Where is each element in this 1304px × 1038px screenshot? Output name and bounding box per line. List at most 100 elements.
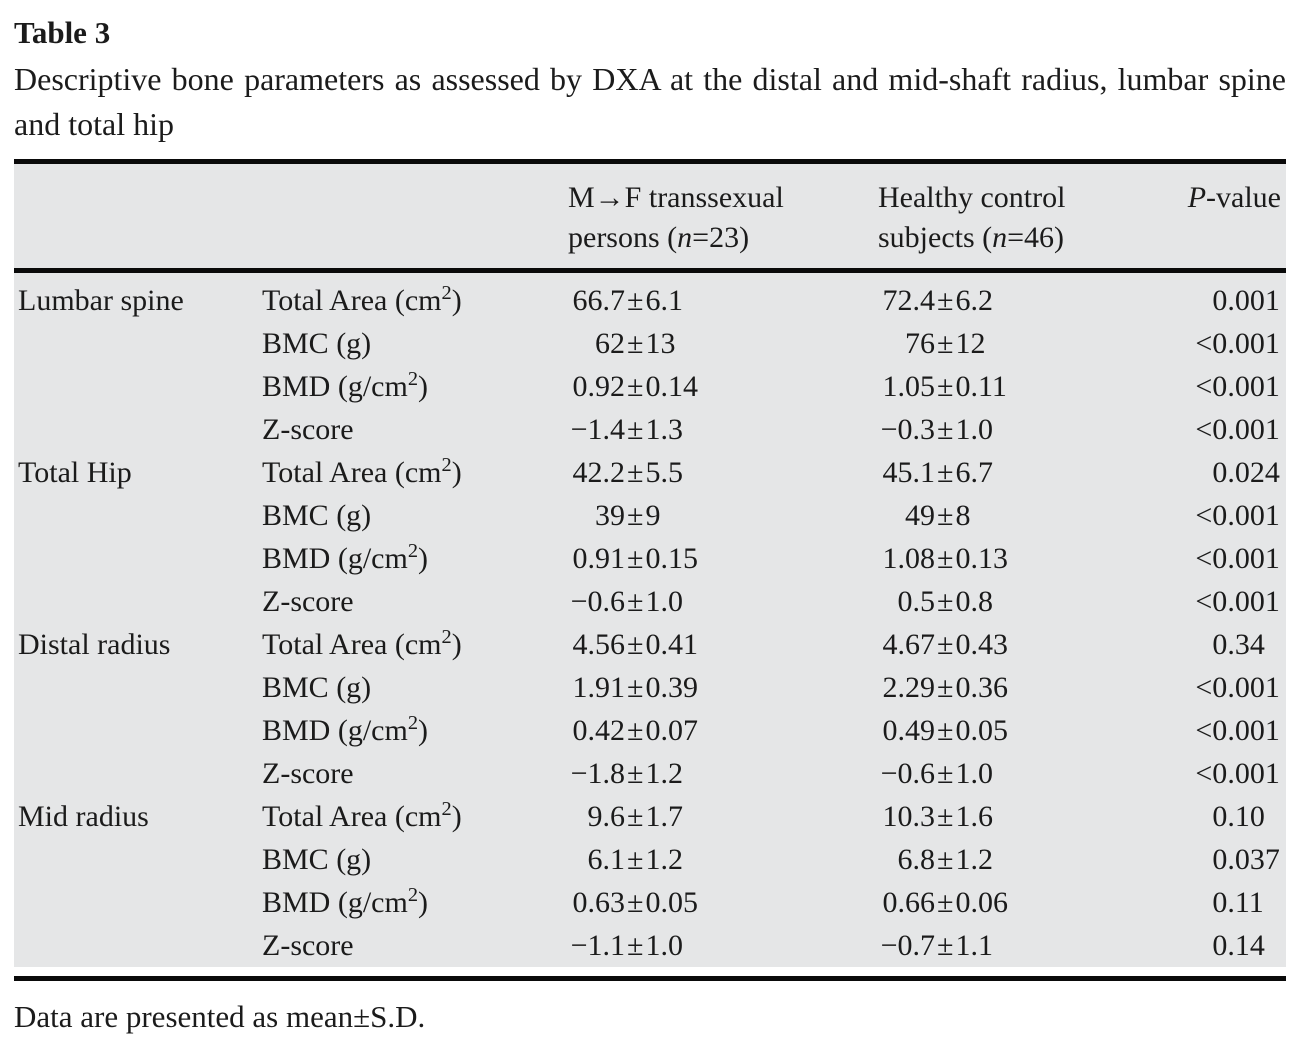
parameter-label: BMC (g) — [262, 843, 372, 877]
value-control: −0.3±1.0 — [880, 413, 993, 447]
region-label — [14, 881, 262, 924]
region-label — [14, 924, 262, 967]
value-control: 45.1±6.7 — [882, 456, 993, 490]
table-row: BMD (g/cm2) 0.92±0.14 1.05±0.11 <0.001 — [14, 365, 1286, 408]
header-region-col — [14, 164, 262, 274]
header-control-line2: subjects (n=46) — [878, 221, 1065, 255]
n-variable: n — [992, 221, 1008, 255]
n-variable: n — [677, 221, 693, 255]
header-row: M→F transsexual persons (n=23) Healthy c… — [14, 164, 1286, 274]
value-mtf: 66.7±6.1 — [572, 284, 683, 318]
value-pvalue: 0.024 — [1212, 456, 1280, 490]
table-caption: Descriptive bone parameters as assessed … — [14, 60, 1286, 142]
value-mtf: 0.91±0.15 — [572, 542, 698, 576]
value-control: 76±12 — [905, 327, 986, 361]
value-pvalue: <0.001 — [1195, 585, 1280, 619]
parameter-label: BMD (g/cm2) — [262, 884, 429, 920]
value-pvalue: 0.001 — [1212, 284, 1280, 318]
table-row: Lumbar spine Total Area (cm2) 66.7±6.1 72.4… — [14, 271, 1286, 323]
region-label — [14, 365, 262, 408]
table-number: Table 3 — [14, 15, 111, 50]
parameter-label: BMD (g/cm2) — [262, 712, 429, 748]
value-pvalue: 0.14 — [1212, 929, 1265, 963]
data-table-wrapper: M→F transsexual persons (n=23) Healthy c… — [14, 159, 1286, 982]
value-pvalue: <0.001 — [1195, 499, 1280, 533]
value-mtf: 39±9 — [595, 499, 661, 533]
table-row: Z-score −1.4±1.3 −0.3±1.0 <0.001 — [14, 408, 1286, 451]
table-row: BMC (g) 39±9 49±8 <0.001 — [14, 494, 1286, 537]
parameter-label: BMD (g/cm2) — [262, 368, 429, 404]
value-control: 0.66±0.06 — [882, 886, 1008, 920]
superscript: 2 — [441, 282, 452, 305]
value-control: 2.29±0.36 — [882, 671, 1008, 705]
region-label — [14, 494, 262, 537]
table-row: BMC (g) 62±13 76±12 <0.001 — [14, 322, 1286, 365]
parameter-label: Z-score — [262, 413, 354, 447]
parameter-label: Total Area (cm2) — [262, 798, 462, 834]
value-mtf: −1.8±1.2 — [570, 757, 683, 791]
value-control: 4.67±0.43 — [882, 628, 1008, 662]
region-label: Distal radius — [18, 628, 171, 662]
value-mtf: 0.42±0.07 — [572, 714, 698, 748]
header-parameter-col — [262, 164, 568, 274]
region-label — [14, 322, 262, 365]
table-row: BMC (g) 1.91±0.39 2.29±0.36 <0.001 — [14, 666, 1286, 709]
region-label — [14, 666, 262, 709]
value-mtf: 9.6±1.7 — [587, 800, 683, 834]
region-label — [14, 408, 262, 451]
region-label: Mid radius — [18, 800, 149, 834]
value-mtf: 1.91±0.39 — [572, 671, 698, 705]
superscript: 2 — [407, 712, 419, 735]
value-pvalue: <0.001 — [1195, 327, 1280, 361]
value-control: 6.8±1.2 — [897, 843, 993, 877]
parameter-label: BMC (g) — [262, 327, 372, 361]
value-pvalue: 0.10 — [1212, 800, 1265, 834]
table-body: Lumbar spine Total Area (cm2) 66.7±6.1 72.4… — [14, 271, 1286, 968]
value-control: 1.08±0.13 — [882, 542, 1008, 576]
table-row: BMD (g/cm2) 0.63±0.05 0.66±0.06 0.11 — [14, 881, 1286, 924]
parameter-label: Total Area (cm2) — [262, 454, 462, 490]
value-control: 0.49±0.05 — [882, 714, 1008, 748]
value-pvalue: 0.11 — [1212, 886, 1264, 920]
value-pvalue: <0.001 — [1195, 370, 1280, 404]
table-header: M→F transsexual persons (n=23) Healthy c… — [14, 164, 1286, 274]
value-mtf: −0.6±1.0 — [570, 585, 683, 619]
value-mtf: −1.4±1.3 — [570, 413, 683, 447]
value-pvalue: 0.037 — [1212, 843, 1280, 877]
region-label — [14, 537, 262, 580]
value-control: 49±8 — [905, 499, 971, 533]
value-control: 72.4±6.2 — [882, 284, 993, 318]
region-label — [14, 709, 262, 752]
data-table: M→F transsexual persons (n=23) Healthy c… — [14, 164, 1286, 968]
table-row: Z-score −1.1±1.0 −0.7±1.1 0.14 — [14, 924, 1286, 967]
value-mtf: −1.1±1.0 — [570, 929, 683, 963]
value-pvalue: <0.001 — [1195, 671, 1280, 705]
header-control-line1: Healthy control — [878, 181, 1066, 215]
superscript: 2 — [407, 884, 419, 907]
parameter-label: Z-score — [262, 757, 354, 791]
value-mtf: 62±13 — [595, 327, 676, 361]
table-footnote: Data are presented as mean±S.D. — [14, 999, 426, 1035]
superscript: 2 — [441, 454, 452, 477]
value-mtf: 0.92±0.14 — [572, 370, 698, 404]
value-control: −0.7±1.1 — [880, 929, 993, 963]
header-mtf-line2: persons (n=23) — [568, 221, 750, 255]
value-mtf: 4.56±0.41 — [572, 628, 698, 662]
region-label: Lumbar spine — [18, 284, 184, 318]
table-row: Z-score −1.8±1.2 −0.6±1.0 <0.001 — [14, 752, 1286, 795]
superscript: 2 — [407, 540, 419, 563]
value-pvalue: 0.34 — [1212, 628, 1265, 662]
region-label: Total Hip — [18, 456, 132, 490]
value-control: 1.05±0.11 — [882, 370, 1007, 404]
parameter-label: BMD (g/cm2) — [262, 540, 429, 576]
value-mtf: 42.2±5.5 — [572, 456, 683, 490]
table-row: Distal radius Total Area (cm2) 4.56±0.41 4.… — [14, 623, 1286, 666]
header-mtf-group: M→F transsexual persons (n=23) — [568, 164, 878, 274]
value-pvalue: <0.001 — [1195, 714, 1280, 748]
table-row: BMC (g) 6.1±1.2 6.8±1.2 0.037 — [14, 838, 1286, 881]
value-mtf: 6.1±1.2 — [587, 843, 683, 877]
value-pvalue: <0.001 — [1195, 542, 1280, 576]
table-row: Total Hip Total Area (cm2) 42.2±5.5 45.1±6.… — [14, 451, 1286, 494]
parameter-label: Total Area (cm2) — [262, 282, 462, 318]
